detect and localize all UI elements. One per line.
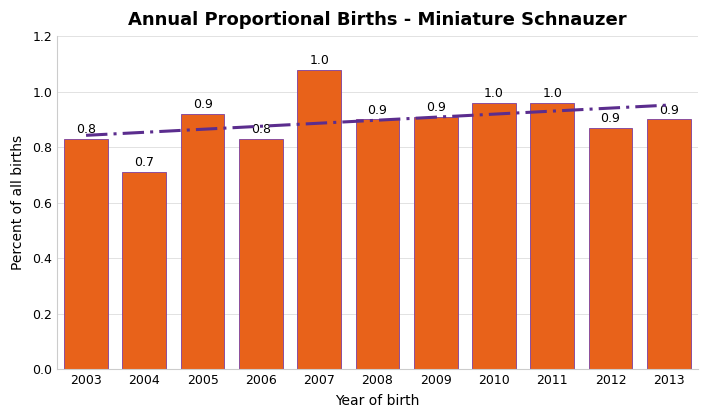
Text: 0.9: 0.9 <box>425 101 446 114</box>
Text: 0.9: 0.9 <box>367 103 387 116</box>
Bar <box>181 114 225 369</box>
Bar <box>414 116 457 369</box>
Bar <box>472 103 515 369</box>
Text: 0.9: 0.9 <box>601 112 620 125</box>
Bar <box>297 70 341 369</box>
Y-axis label: Percent of all births: Percent of all births <box>11 135 25 270</box>
Text: 0.8: 0.8 <box>251 123 271 136</box>
Bar <box>588 128 632 369</box>
Bar <box>65 139 108 369</box>
Text: 0.9: 0.9 <box>659 103 679 116</box>
Text: 0.7: 0.7 <box>134 156 155 169</box>
Bar <box>355 119 399 369</box>
Text: 1.0: 1.0 <box>309 54 329 67</box>
Title: Annual Proportional Births - Miniature Schnauzer: Annual Proportional Births - Miniature S… <box>128 11 627 29</box>
Text: 0.9: 0.9 <box>193 98 213 111</box>
Text: 0.8: 0.8 <box>76 123 96 136</box>
Text: 1.0: 1.0 <box>484 87 504 100</box>
Bar <box>239 139 283 369</box>
Bar <box>530 103 574 369</box>
Bar <box>123 172 166 369</box>
Text: 1.0: 1.0 <box>542 87 562 100</box>
X-axis label: Year of birth: Year of birth <box>335 394 420 408</box>
Bar <box>647 119 691 369</box>
